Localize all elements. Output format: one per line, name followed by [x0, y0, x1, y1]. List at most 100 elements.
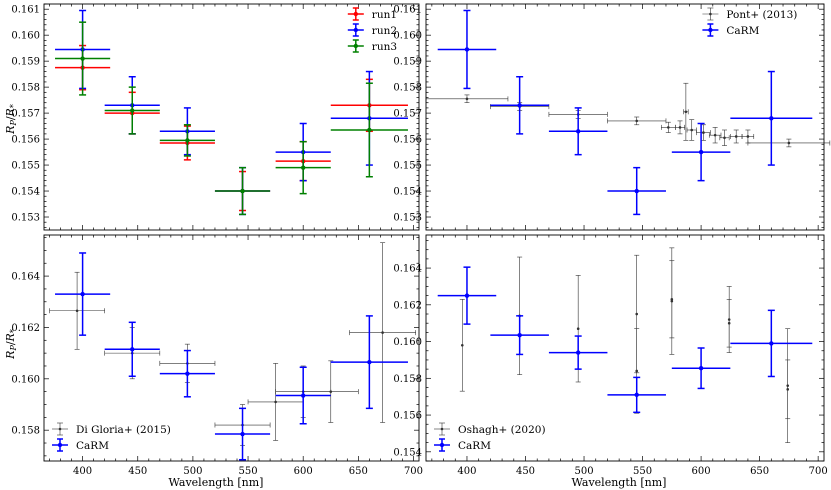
y-tick-label: 0.156	[393, 411, 422, 422]
x-tick-label: 600	[692, 466, 711, 477]
data-point	[104, 321, 160, 377]
data-point	[104, 86, 160, 135]
data-point	[730, 70, 813, 166]
legend-label: Pont+ (2013)	[726, 9, 797, 21]
data-point	[349, 242, 416, 423]
data-point	[548, 107, 608, 156]
data-point	[159, 124, 215, 157]
panel-top-left: 0.153 0.154 0.155 0.156 0.157 0.158 0.159 0.160…	[11, 3, 420, 231]
x-axis-label-right: Wavelength [nm]	[572, 476, 667, 489]
marker	[367, 359, 372, 365]
y-tick-label: 0.154	[393, 447, 422, 458]
data-point	[548, 335, 608, 370]
marker	[274, 400, 277, 404]
marker	[517, 103, 522, 108]
x-tick-label: 400	[457, 466, 476, 477]
legend: Pont+ (2013) CaRM	[702, 7, 797, 37]
data-point	[330, 315, 408, 410]
x-tick-label: 500	[183, 466, 202, 477]
data-point	[437, 266, 497, 325]
data-point	[669, 260, 675, 339]
marker	[635, 312, 639, 316]
x-tick-label: 650	[349, 466, 368, 477]
legend-item: CaRM	[52, 438, 109, 452]
y-axis-label-bottom: RP/R*	[4, 329, 18, 360]
data-point	[275, 366, 331, 425]
legend-label: Oshagh+ (2020)	[458, 424, 546, 436]
marker	[634, 188, 639, 194]
data-point	[247, 363, 304, 441]
y-tick-label: 0.158	[11, 83, 40, 94]
legend-marker	[353, 27, 358, 33]
x-tick-label: 550	[633, 466, 652, 477]
data-point	[49, 271, 105, 350]
legend: Oshagh+ (2020) CaRM	[434, 422, 546, 452]
y-tick-label: 0.157	[393, 109, 422, 120]
data-point	[741, 129, 755, 144]
x-axis-label-left: Wavelength [nm]	[169, 476, 264, 489]
plot-frame	[43, 3, 420, 231]
data-point	[671, 347, 731, 390]
legend-marker	[57, 442, 63, 448]
y-tick-label: 0.156	[11, 135, 40, 146]
series-carm	[55, 252, 408, 461]
legend-marker	[353, 43, 358, 49]
legend: run1 run2 run3	[347, 7, 397, 53]
legend-marker	[440, 427, 444, 431]
marker	[185, 371, 190, 376]
marker	[464, 47, 470, 52]
marker	[517, 332, 522, 338]
data-point	[730, 129, 743, 144]
y-tick-label: 0.158	[393, 374, 422, 385]
legend-marker	[58, 427, 62, 431]
x-tick-label: 650	[750, 466, 769, 477]
marker	[667, 126, 670, 129]
marker	[678, 126, 682, 129]
marker	[746, 135, 750, 138]
marker	[80, 291, 85, 297]
y-tick-label: 0.158	[393, 83, 422, 94]
legend-item: Pont+ (2013)	[702, 7, 797, 21]
y-tick-label: 0.157	[11, 109, 40, 120]
data-point	[159, 349, 215, 398]
data-point	[683, 82, 689, 141]
y-tick-label: 0.161	[11, 5, 40, 16]
legend-marker	[709, 12, 712, 16]
plot-frame	[43, 234, 420, 462]
marker	[702, 131, 705, 134]
marker	[698, 149, 704, 155]
panel-bottom-right: 400 450 500 550 600 650 700 0.154 0.156 0.158 0.16…	[393, 234, 828, 477]
y-tick-label: 0.159	[393, 57, 422, 68]
y-tick-label: 0.164	[11, 272, 40, 283]
series-carm	[437, 9, 813, 216]
marker	[130, 108, 135, 113]
marker	[329, 390, 333, 393]
data-point	[726, 299, 732, 348]
marker	[300, 393, 306, 398]
legend-item: run2	[347, 23, 397, 37]
y-tick-label: 0.155	[11, 161, 40, 172]
legend-item: Oshagh+ (2020)	[434, 422, 546, 436]
marker	[240, 431, 245, 437]
y-tick-label: 0.159	[11, 57, 40, 68]
legend-label: CaRM	[726, 25, 759, 37]
data-point	[302, 360, 359, 423]
marker	[576, 327, 580, 331]
series-di-gloria-2015	[49, 242, 416, 446]
marker	[464, 293, 470, 298]
legend-item: CaRM	[434, 438, 491, 452]
marker	[130, 347, 135, 352]
data-point	[607, 376, 666, 414]
y-tick-label: 0.153	[393, 213, 422, 224]
y-tick-label: 0.154	[11, 187, 40, 198]
legend-marker	[708, 27, 713, 33]
legend-item: Di Gloria+ (2015)	[52, 422, 171, 436]
panel-bottom-left: 400 450 500 550 600 650 700 0.158 0.160 0.162 0.16…	[11, 234, 423, 477]
data-point	[275, 140, 331, 195]
marker	[713, 133, 717, 137]
legend-label: run3	[372, 41, 397, 53]
y-tick-label: 0.155	[393, 161, 422, 172]
marker	[240, 188, 245, 194]
data-point	[490, 75, 549, 135]
